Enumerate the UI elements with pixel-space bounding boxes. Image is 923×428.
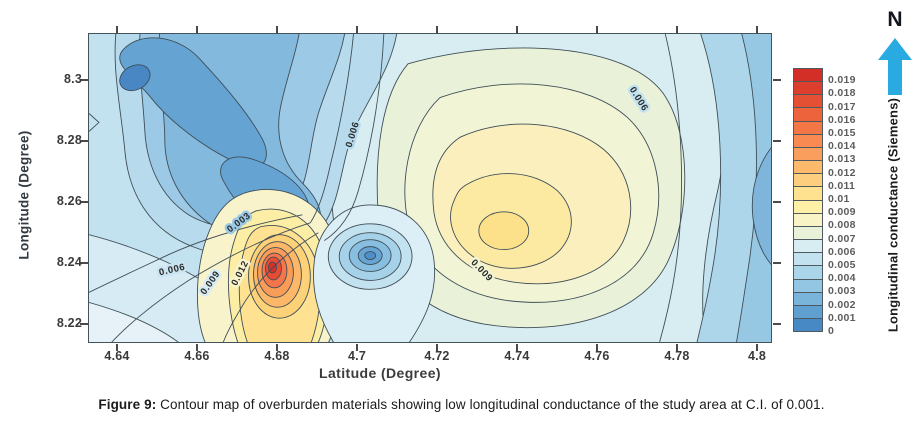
colorbar-cell [794,253,822,267]
x-tick-mark [276,26,278,33]
colorbar-cell [794,95,822,109]
x-tick-mark [276,344,278,351]
x-tick-label: 4.8 [748,349,766,363]
x-tick-label: 4.68 [264,349,290,363]
x-tick-mark [596,26,598,33]
colorbar [793,68,823,332]
contour-plot: 0.006 0.006 0.003 0.006 0.009 0.012 0.00… [88,33,772,343]
colorbar-cell [794,266,822,280]
colorbar-tick-label: 0.006 [828,245,856,258]
x-tick-label: 4.66 [184,349,210,363]
colorbar-tick-label: 0.007 [828,232,856,245]
x-tick-mark [196,26,198,33]
y-tick-mark [80,79,88,81]
colorbar-cell [794,174,822,188]
x-tick-mark [756,26,758,33]
x-tick-mark [596,344,598,351]
y-tick-mark [773,79,781,81]
y-tick-mark [80,140,88,142]
x-tick-label: 4.74 [504,349,530,363]
x-tick-mark [356,344,358,351]
colorbar-cell [794,305,822,319]
x-tick-label: 4.76 [584,349,610,363]
y-tick-label: 8.24 [56,255,82,269]
colorbar-tick-label: 0.013 [828,153,856,166]
colorbar-cell [794,213,822,227]
colorbar-cell [794,200,822,214]
x-axis-title: Latitude (Degree) [319,365,441,381]
north-arrow-stem [888,59,902,95]
x-tick-mark [436,26,438,33]
colorbar-tick-label: 0.009 [828,206,856,219]
colorbar-cell [794,69,822,83]
x-tick-mark [516,26,518,33]
colorbar-cell [794,226,822,241]
colorbar-tick-label: 0.012 [828,166,856,179]
colorbar-tick-label: 0.003 [828,285,856,298]
y-tick-mark [80,262,88,264]
colorbar-cell [794,318,822,332]
colorbar-tick-label: 0.016 [828,113,856,126]
x-tick-mark [436,344,438,351]
colorbar-title: Longitudinal conductance (Siemens) [885,97,901,333]
x-tick-mark [196,344,198,351]
contour-map-svg: 0.006 0.006 0.003 0.006 0.009 0.012 0.00… [89,34,771,342]
colorbar-tick-label: 0.018 [828,87,856,100]
caption-label: Figure 9: [98,397,157,412]
colorbar-tick-label: 0.011 [828,179,856,192]
colorbar-tick-label: 0.015 [828,127,856,139]
colorbar-tick-label: 0.004 [828,272,856,285]
colorbar-cell [794,161,822,175]
colorbar-tick-label: 0.008 [828,219,856,232]
colorbar-tick-label: 0.019 [828,74,856,87]
colorbar-tick-label: 0.014 [828,140,856,153]
north-label: N [887,8,903,31]
x-tick-mark [756,344,758,351]
y-tick-mark [773,262,781,264]
colorbar-tick-label: 0.017 [828,100,856,113]
y-tick-mark [773,140,781,142]
y-tick-mark [773,323,781,325]
colorbar-cell [794,121,822,135]
figure-caption: Figure 9: Contour map of overburden mate… [0,397,923,412]
colorbar-tick-label: 0.001 [828,311,856,324]
y-tick-mark [773,201,781,203]
y-axis-title: Longitude (Degree) [16,130,32,260]
x-tick-mark [516,344,518,351]
y-tick-label: 8.28 [56,133,82,147]
x-tick-label: 4.72 [424,349,450,363]
y-tick-label: 8.26 [56,194,82,208]
x-tick-label: 4.64 [104,349,130,363]
colorbar-tick-label: 0 [828,325,835,337]
y-tick-mark [80,323,88,325]
colorbar-cell [794,108,822,122]
y-tick-label: 8.22 [56,316,82,330]
colorbar-cell [794,147,822,162]
contour-lines [89,34,682,342]
colorbar-cell [794,82,822,96]
x-tick-mark [676,26,678,33]
y-tick-label: 8.3 [64,72,82,86]
colorbar-cell [794,279,822,293]
north-arrow-icon [878,38,912,60]
x-tick-mark [116,26,118,33]
x-tick-label: 4.7 [348,349,366,363]
colorbar-cell [794,187,822,201]
colorbar-cell [794,240,822,254]
north-indicator: N [872,8,918,100]
contour-fills [89,34,771,342]
x-tick-label: 4.78 [664,349,690,363]
x-tick-mark [356,26,358,33]
colorbar-cell [794,292,822,306]
colorbar-cell [794,134,822,148]
x-tick-mark [116,344,118,351]
caption-text: Contour map of overburden materials show… [156,397,825,412]
y-tick-mark [80,201,88,203]
colorbar-tick-label: 0.002 [828,298,856,311]
x-tick-mark [676,344,678,351]
colorbar-tick-label: 0.01 [828,193,850,205]
colorbar-tick-label: 0.005 [828,259,856,271]
